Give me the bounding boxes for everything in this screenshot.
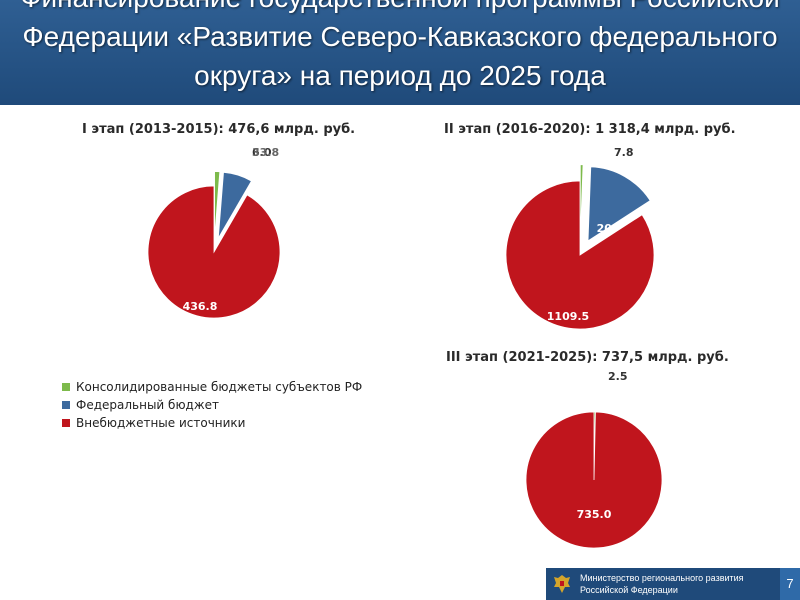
legend-label-regional: Консолидированные бюджеты субъектов РФ [76, 380, 363, 394]
chart-title-stage-1: I этап (2013-2015): 476,6 млрд. руб. [82, 122, 356, 137]
page-number: 7 [780, 568, 800, 600]
data-label-extrabudgetary: 735.0 [577, 508, 612, 521]
slice-extrabudgetary [147, 185, 281, 319]
data-label-regional: 7.8 [614, 146, 634, 159]
data-label-extrabudgetary: 436.8 [183, 300, 218, 313]
ministry-name-line-2: Российской Федерации [580, 585, 678, 595]
chart-title-stage-2: II этап (2016-2020): 1 318,4 млрд. руб. [444, 122, 736, 137]
legend-swatch-federal [62, 401, 70, 409]
slice-regional [214, 171, 221, 238]
slice-regional [579, 164, 584, 239]
legend-item-regional: Консолидированные бюджеты субъектов РФ [62, 378, 362, 396]
pie-chart-stage-3: 2.5 735.0 [525, 370, 663, 549]
ministry-name-line-1: Министерство регионального развития [580, 573, 744, 583]
slice-extrabudgetary [505, 180, 655, 330]
slide-title: Финансирование государственной программы… [20, 0, 780, 91]
chart-title-stage-3: III этап (2021-2025): 737,5 млрд. руб. [446, 350, 729, 365]
data-label-regional: 2.5 [608, 370, 628, 383]
legend-swatch-extrabudgetary [62, 419, 70, 427]
legend-item-extrabudgetary: Внебюджетные источники [62, 414, 362, 432]
slice-extrabudgetary [525, 411, 663, 549]
slide-header: Финансирование государственной программы… [0, 0, 800, 105]
slice-federal [587, 166, 651, 242]
legend-item-federal: Федеральный бюджет [62, 396, 362, 414]
legend-swatch-regional [62, 383, 70, 391]
coat-of-arms-icon [554, 575, 570, 593]
data-label-extrabudgetary: 1109.5 [547, 310, 589, 323]
ministry-name: Министерство регионального развития Росс… [580, 572, 744, 596]
legend-label-federal: Федеральный бюджет [76, 398, 220, 412]
chart-legend: Консолидированные бюджеты субъектов РФ Ф… [62, 378, 362, 432]
slice-federal [217, 171, 252, 239]
ministry-footer: Министерство регионального развития Росс… [546, 568, 780, 600]
legend-label-extrabudgetary: Внебюджетные источники [76, 416, 246, 430]
data-label-federal: 33.8 [252, 146, 279, 159]
data-label-regional: 6.0 [252, 146, 272, 159]
pie-chart-stage-1: 6.033.8 436.8 [147, 146, 281, 319]
